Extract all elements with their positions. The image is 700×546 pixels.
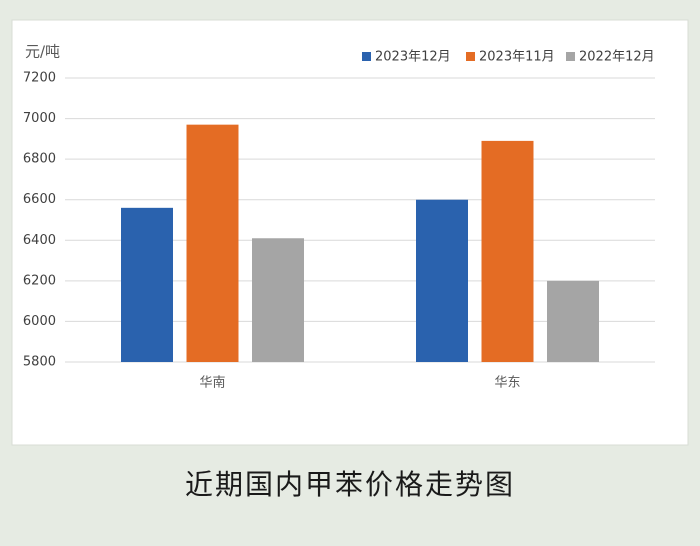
y-tick-label: 6600 (23, 192, 56, 207)
x-tick-label: 华东 (494, 376, 520, 391)
legend-label: 2023年12月 (375, 50, 451, 65)
bar (547, 280, 599, 362)
chart-panel (11, 19, 689, 446)
legend-swatch (566, 52, 575, 61)
legend-swatch (466, 52, 475, 61)
bar (252, 238, 304, 362)
y-tick-label: 7000 (23, 111, 56, 126)
bar (121, 207, 173, 362)
y-tick-label: 6000 (23, 314, 56, 329)
y-tick-label: 6400 (23, 233, 56, 248)
bar (416, 199, 468, 362)
legend-label: 2022年12月 (579, 50, 655, 65)
y-tick-label: 6200 (23, 273, 56, 288)
y-tick-label: 5800 (23, 355, 56, 370)
x-tick-label: 华南 (199, 375, 225, 391)
legend-label: 2023年11月 (479, 50, 555, 65)
bar (186, 124, 239, 363)
bar (481, 140, 534, 362)
y-axis-unit: 元/吨 (25, 43, 60, 61)
y-tick-label: 7200 (23, 71, 56, 86)
y-tick-label: 6800 (23, 152, 56, 167)
caption: 近期国内甲苯价格走势图 (185, 468, 515, 501)
legend-swatch (362, 52, 371, 61)
